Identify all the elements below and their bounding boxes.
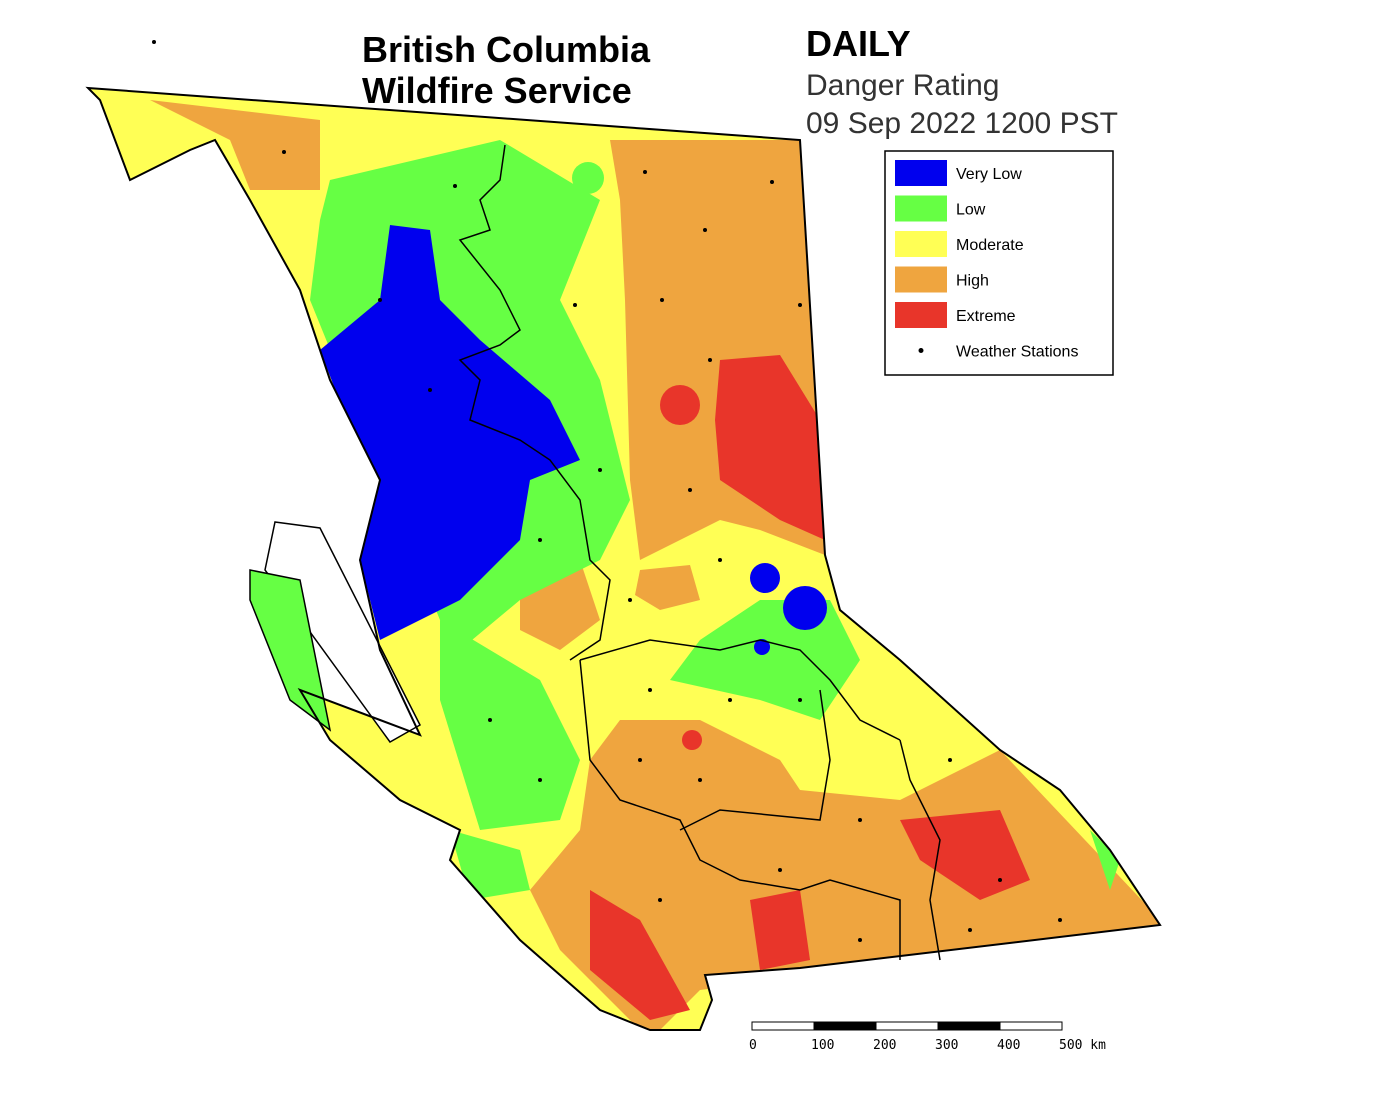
- legend-label: Very Low: [956, 166, 1022, 183]
- province-outline: [85, 86, 1162, 1031]
- legend-swatch: [895, 266, 947, 293]
- scale-label: 400: [997, 1038, 1020, 1053]
- period: DAILY: [806, 23, 911, 64]
- legend-swatch: [895, 231, 947, 257]
- scale-label: 300: [935, 1038, 958, 1053]
- legend: Very Low Low Moderate High Extreme Weather St…: [895, 160, 1078, 361]
- scale-segment: [875, 1021, 939, 1031]
- legend-label: Weather Stations: [956, 344, 1078, 361]
- legend-box: [884, 150, 1114, 376]
- legend-swatch: [895, 302, 947, 328]
- scale-segment: [999, 1021, 1063, 1031]
- legend-label: Extreme: [956, 308, 1016, 325]
- legend-label: Low: [956, 202, 986, 219]
- haida-gwaii: [249, 521, 421, 743]
- legend-label: High: [956, 273, 989, 290]
- timestamp: 09 Sep 2022 1200 PST: [806, 107, 1118, 140]
- product: Danger Rating: [806, 69, 999, 102]
- legend-dot: [918, 348, 924, 353]
- scale-segment: [813, 1021, 877, 1031]
- title-line: Wildfire Service: [362, 70, 632, 111]
- scale-segment: [751, 1021, 815, 1031]
- scale-segment: [937, 1021, 1001, 1031]
- fire-centre-boundaries: [458, 144, 941, 961]
- scale-label: 100: [811, 1038, 834, 1053]
- weather-stations: [152, 40, 1062, 942]
- title-line: British Columbia: [362, 29, 651, 70]
- legend-label: Moderate: [956, 237, 1024, 254]
- scale-label: 500 km: [1059, 1038, 1106, 1053]
- scale-label: 0: [749, 1038, 757, 1053]
- legend-swatch: [895, 195, 947, 222]
- legend-swatch: [895, 160, 947, 186]
- scale-label: 200: [873, 1038, 896, 1053]
- scale-bar: 0 100 200 300 400 500 km: [749, 1021, 1106, 1053]
